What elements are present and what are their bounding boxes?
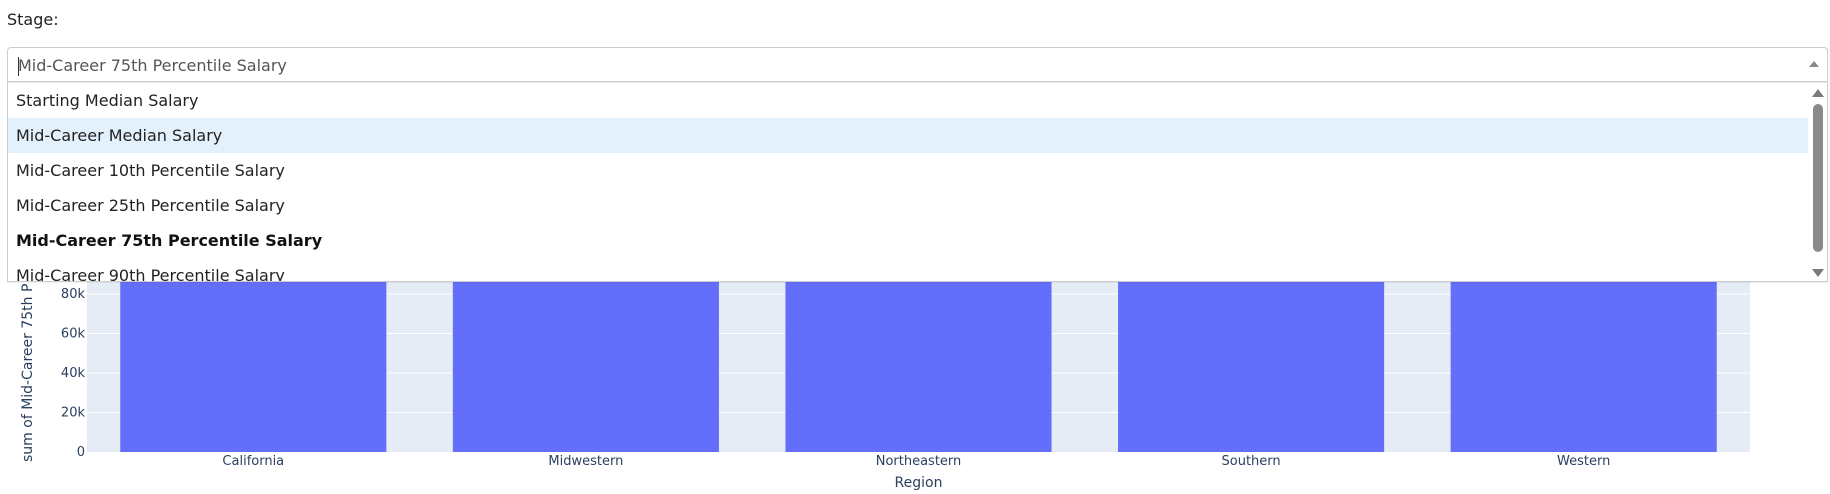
y-axis-title: sum of Mid-Career 75th P — [20, 284, 36, 462]
y-tick-label: 80k — [61, 287, 86, 302]
x-axis-title: Region — [895, 475, 943, 491]
x-tick-label: California — [222, 454, 284, 469]
stage-dropdown[interactable]: Mid-Career 75th Percentile Salary — [7, 47, 1828, 82]
option-mid-career-25th[interactable]: Mid-Career 25th Percentile Salary — [16, 196, 285, 215]
y-tick-label: 20k — [61, 406, 86, 421]
y-tick-label: 0 — [77, 445, 85, 460]
y-tick-labels: 0 20k 40k 60k 80k — [61, 287, 86, 460]
bar-northeastern[interactable] — [785, 250, 1052, 452]
dropdown-options-menu: Starting Median Salary Mid-Career Median… — [7, 82, 1828, 282]
chevron-up-icon[interactable] — [1809, 61, 1819, 67]
x-tick-label: Southern — [1222, 454, 1281, 469]
scroll-up-arrow-icon[interactable] — [1812, 89, 1824, 97]
y-tick-label: 60k — [61, 327, 86, 342]
bar-western[interactable] — [1450, 250, 1717, 452]
x-tick-label: Western — [1557, 454, 1610, 469]
options-list: Starting Median Salary Mid-Career Median… — [8, 83, 1809, 282]
x-tick-label: Northeastern — [876, 454, 962, 469]
x-tick-label: Midwestern — [548, 454, 623, 469]
bars — [120, 250, 1717, 452]
x-tick-labels: California Midwestern Northeastern Southern… — [222, 454, 1610, 469]
bar-california[interactable] — [120, 250, 387, 452]
scroll-down-arrow-icon[interactable] — [1812, 269, 1824, 277]
option-starting-median[interactable]: Starting Median Salary — [16, 91, 199, 110]
option-mid-career-75th[interactable]: Mid-Career 75th Percentile Salary — [16, 231, 323, 250]
bar-southern[interactable] — [1118, 250, 1385, 452]
text-caret — [18, 57, 19, 76]
y-tick-label: 40k — [61, 366, 86, 381]
option-mid-career-median[interactable]: Mid-Career Median Salary — [8, 118, 1809, 153]
scrollbar-thumb[interactable] — [1813, 104, 1823, 252]
bar-midwestern[interactable] — [452, 250, 719, 452]
option-mid-career-10th[interactable]: Mid-Career 10th Percentile Salary — [16, 161, 285, 180]
stage-label: Stage: — [7, 10, 59, 29]
dropdown-search-input[interactable]: Mid-Career 75th Percentile Salary — [18, 56, 287, 75]
option-mid-career-90th[interactable]: Mid-Career 90th Percentile Salary — [16, 266, 285, 282]
options-scrollbar[interactable] — [1808, 83, 1827, 281]
